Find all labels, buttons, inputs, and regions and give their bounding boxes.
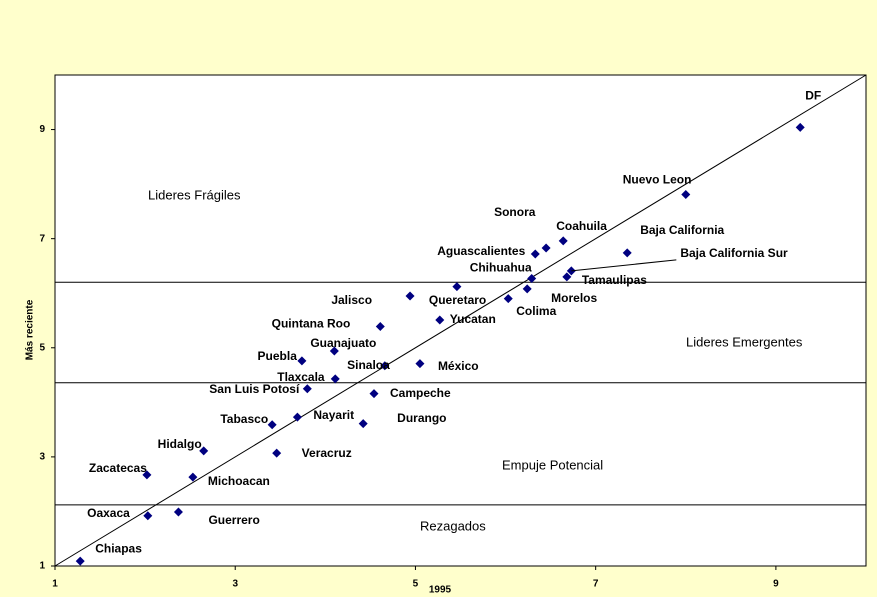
point [435, 315, 445, 325]
point [380, 361, 390, 371]
point [267, 420, 277, 430]
point [558, 236, 568, 246]
point-label: Jalisco [331, 293, 372, 307]
annotation: Lideres Frágiles [148, 187, 241, 202]
point-label: Michoacan [208, 474, 270, 488]
y-tick-label: 5 [39, 342, 45, 353]
x-tick-label: 3 [232, 579, 238, 590]
point-label: Chiapas [95, 541, 142, 555]
point-label: San Luis Potosí [209, 382, 300, 396]
point-label: Hidalgo [158, 437, 202, 451]
diagonal-line [54, 74, 867, 567]
point-label: Nuevo Leon [623, 173, 692, 187]
point-label: Aguascalientes [437, 244, 525, 258]
point-label: Morelos [551, 291, 597, 305]
point [75, 556, 85, 566]
point-label: Durango [397, 411, 446, 425]
point-label: Yucatan [450, 312, 496, 326]
point [681, 189, 691, 199]
point [405, 291, 415, 301]
point-label: Oaxaca [87, 506, 130, 520]
point [188, 472, 198, 482]
point [562, 272, 572, 282]
point [503, 294, 513, 304]
point-label: México [438, 359, 479, 373]
annotation: Lideres Emergentes [686, 334, 803, 349]
point [329, 346, 339, 356]
point [541, 243, 551, 253]
point-label: Zacatecas [89, 461, 147, 475]
x-tick-label: 7 [593, 579, 599, 590]
y-tick-label: 7 [39, 233, 45, 244]
point [272, 448, 282, 458]
point [358, 419, 368, 429]
point-label: Tabasco [220, 412, 268, 426]
point [795, 122, 805, 132]
x-tick-label: 5 [413, 579, 419, 590]
point [527, 273, 537, 283]
point-label: Sonora [494, 205, 536, 219]
y-tick-label: 3 [39, 452, 45, 463]
point [530, 249, 540, 259]
point-label: Guerrero [208, 513, 259, 527]
annotation: Rezagados [420, 518, 486, 533]
point-label: Baja California Sur [680, 246, 788, 260]
point-label: Baja California [640, 223, 724, 237]
point-label: Veracruz [302, 446, 352, 460]
y-tick-label: 9 [39, 124, 45, 135]
point-label: Nayarit [313, 408, 354, 422]
leader-line [571, 259, 677, 272]
point [297, 356, 307, 366]
point [292, 412, 302, 422]
point [330, 374, 340, 384]
y-axis-label: Más reciente [25, 299, 36, 360]
point-label: Guanajuato [310, 336, 376, 350]
annotation: Empuje Potencial [502, 457, 603, 472]
y-tick-label: 1 [39, 561, 45, 572]
point-label: Sinaloa [347, 358, 390, 372]
point-label: Quintana Roo [272, 317, 351, 331]
point-label: DF [805, 89, 821, 103]
point [415, 359, 425, 369]
point [302, 384, 312, 394]
x-tick-label: 1 [52, 579, 58, 590]
point-label: Colima [516, 304, 556, 318]
point [142, 470, 152, 480]
point [199, 446, 209, 456]
point-label: Coahuila [556, 219, 607, 233]
point [173, 507, 183, 517]
point [369, 389, 379, 399]
x-tick-label: 9 [773, 579, 779, 590]
point-label: Chihuahua [470, 261, 532, 275]
point-label: Puebla [258, 349, 298, 363]
x-axis-label: 1995 [429, 585, 452, 596]
point-label: Tamaulipas [582, 273, 647, 287]
point [452, 282, 462, 292]
point [522, 284, 532, 294]
point-label: Tlaxcala [277, 370, 325, 384]
point [143, 511, 153, 521]
point-label: Queretaro [429, 293, 486, 307]
point-label: Campeche [390, 386, 451, 400]
point [622, 248, 632, 258]
point [375, 322, 385, 332]
